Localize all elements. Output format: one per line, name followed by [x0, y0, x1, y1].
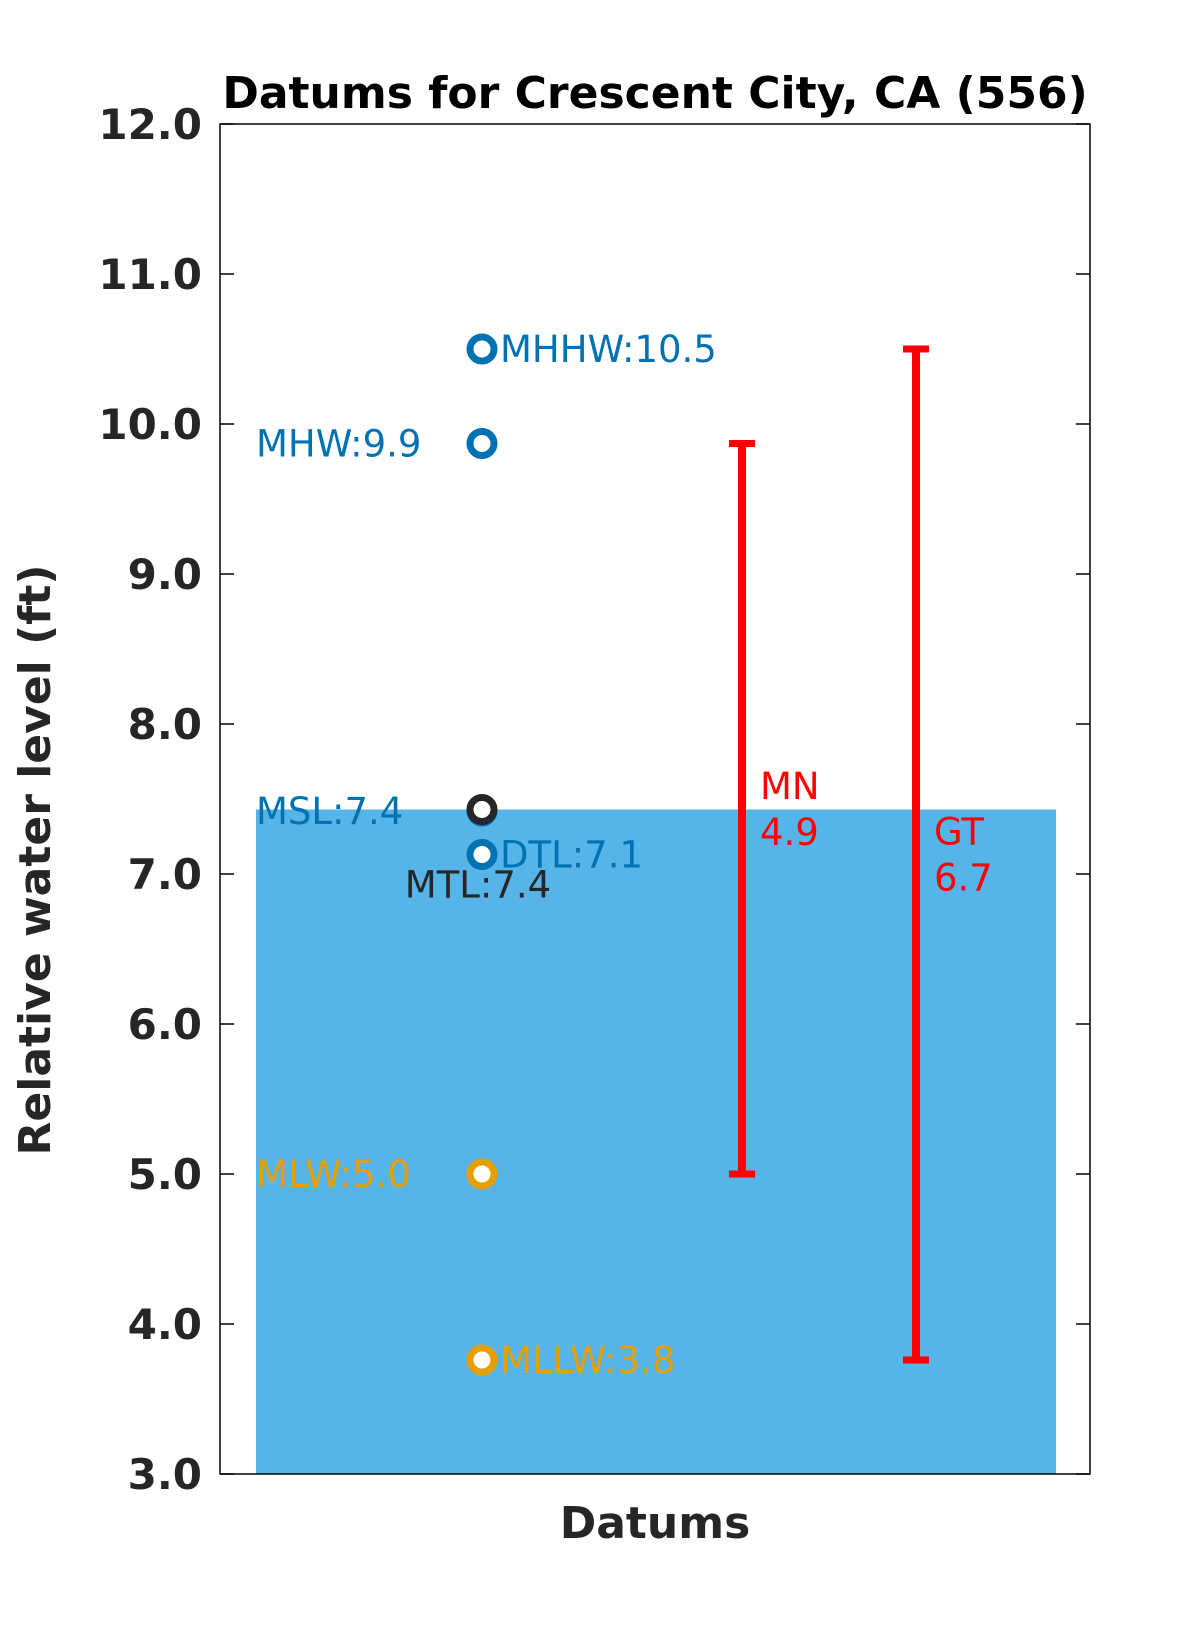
y-axis-label: Relative water level (ft): [10, 565, 61, 1156]
y-tick-label: 4.0: [128, 1300, 202, 1349]
y-tick-label: 12.0: [98, 100, 202, 149]
range-value-label: 4.9: [760, 811, 819, 854]
datum-marker: [466, 794, 498, 825]
datum-label: MHHW:10.5: [500, 328, 717, 371]
y-tick-label: 11.0: [98, 250, 202, 299]
y-tick-label: 9.0: [128, 550, 202, 599]
range-name-label: MN: [760, 765, 820, 808]
datum-point-mllw: MLLW:3.8: [466, 1339, 675, 1382]
range-bar-mn: MN4.9: [729, 440, 820, 1178]
datum-label: MLLW:3.8: [500, 1339, 675, 1382]
datum-point-msl: MSL:7.4: [256, 790, 498, 833]
range-bar-gt: GT6.7: [903, 345, 993, 1364]
y-tick-label: 7.0: [128, 850, 202, 899]
datum-label: MTL:7.4: [405, 864, 551, 907]
y-tick-label: 6.0: [128, 1000, 202, 1049]
range-name-label: GT: [934, 811, 984, 854]
y-tick-label: 8.0: [128, 700, 202, 749]
datum-marker: [466, 428, 498, 459]
datum-point-mlw: MLW:5.0: [256, 1153, 498, 1196]
plot-frame: [219, 123, 1091, 1475]
datum-point-mhhw: MHHW:10.5: [466, 328, 717, 371]
y-tick-label: 3.0: [128, 1450, 202, 1499]
datum-marker: [466, 333, 498, 365]
y-tick-label: 5.0: [128, 1150, 202, 1199]
x-axis-label: Datums: [560, 1498, 751, 1549]
datum-point-mtl: MTL:7.4: [405, 794, 551, 907]
datum-label: DTL:7.1: [500, 834, 643, 877]
range-value-label: 6.7: [934, 857, 993, 900]
datum-label: MSL:7.4: [256, 790, 403, 833]
datum-point-dtl: DTL:7.1: [466, 834, 643, 877]
y-axis: 3.0 4.0 5.0 6.0 7.0 8.0 9.0 10.0 11.0 12.0: [98, 100, 1090, 1499]
datum-label: MHW:9.9: [256, 423, 421, 466]
range-bars: MN4.9 GT6.7: [729, 345, 993, 1364]
datum-marker: [466, 839, 498, 870]
datum-marker: [466, 1158, 498, 1190]
datum-point-mhw: MHW:9.9: [256, 423, 498, 466]
datum-marker: [466, 1344, 498, 1376]
chart-title: Datums for Crescent City, CA (556): [222, 68, 1087, 119]
datum-label: MLW:5.0: [256, 1153, 411, 1196]
y-tick-label: 10.0: [98, 400, 202, 449]
